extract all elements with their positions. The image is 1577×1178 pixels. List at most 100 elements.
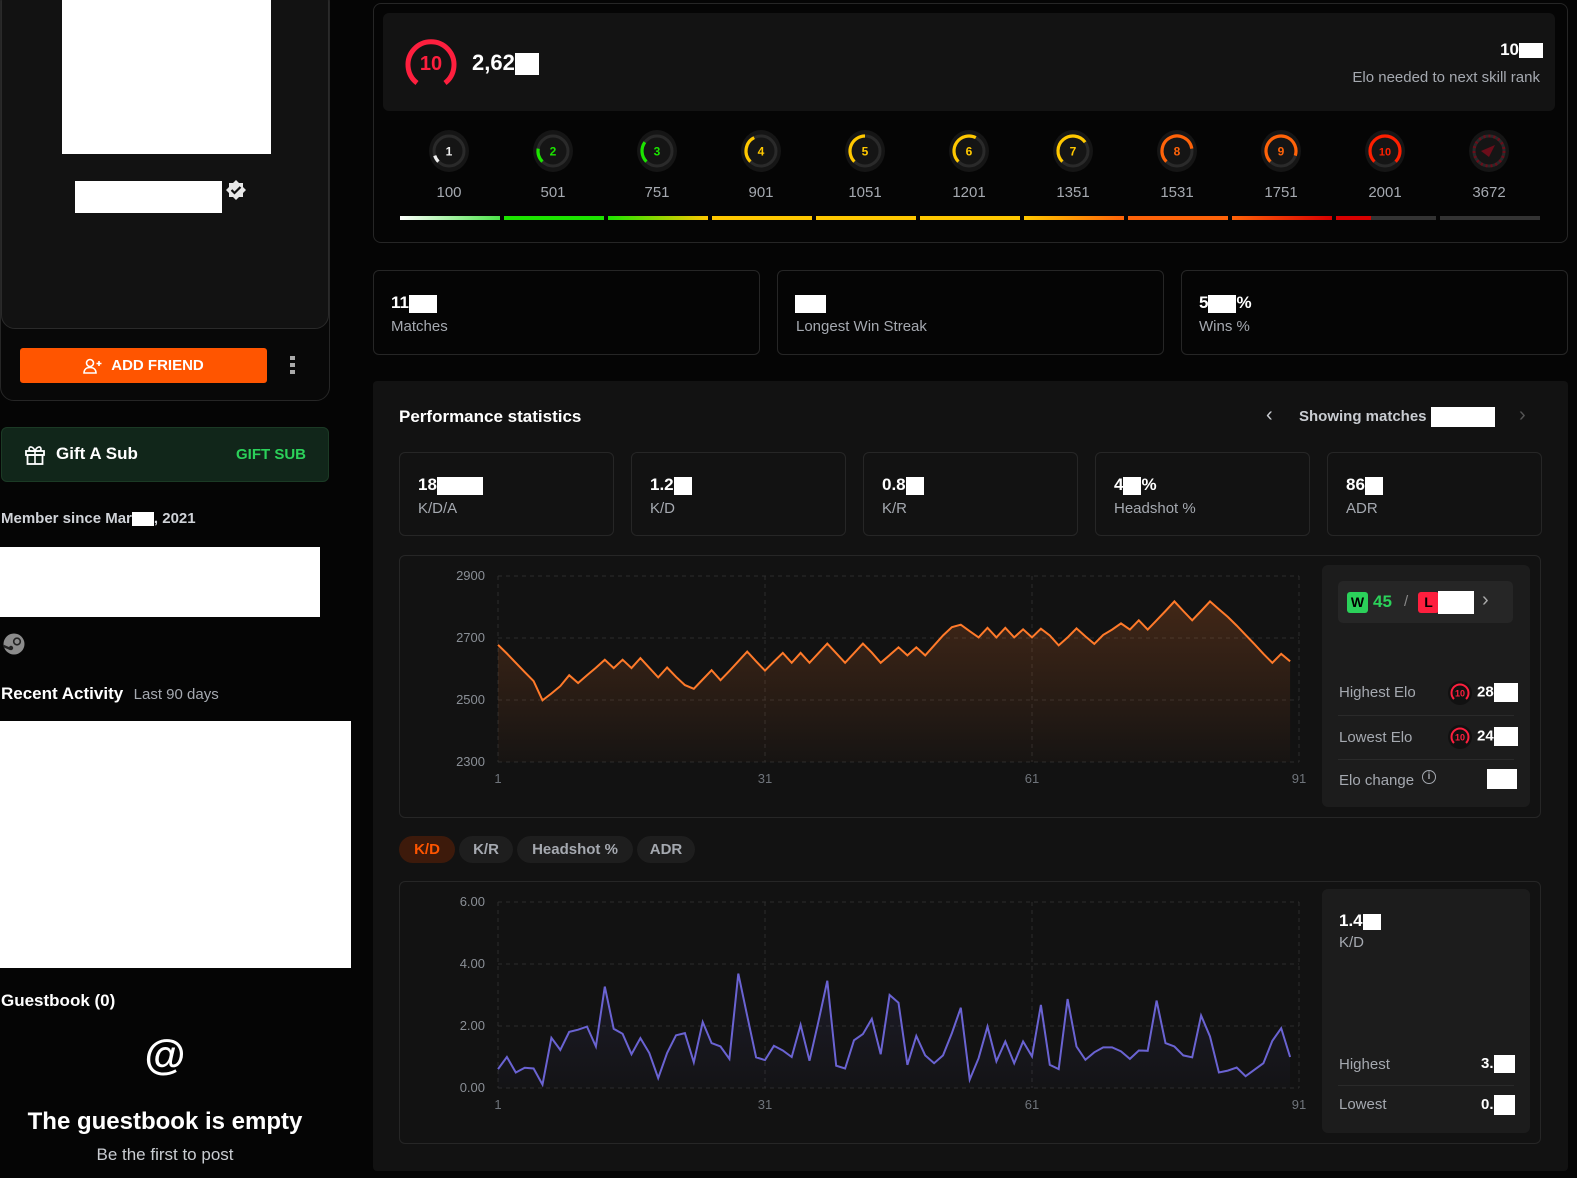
performance-stat-card: 18 K/D/A — [399, 452, 614, 536]
tab-k-d[interactable]: K/D — [399, 836, 455, 863]
info-icon[interactable]: i — [1422, 770, 1436, 784]
svg-text:2: 2 — [550, 145, 557, 159]
steam-icon[interactable] — [3, 633, 25, 655]
next-matches-button[interactable]: › — [1519, 404, 1526, 426]
wins-badge: W — [1347, 592, 1368, 613]
x-tick-label: 61 — [1025, 771, 1039, 786]
win-loss-separator: / — [1404, 593, 1409, 610]
rank-progress-segment — [1128, 216, 1228, 220]
performance-stat-card: 86 ADR — [1327, 452, 1542, 536]
lowest-elo-label: Lowest Elo — [1339, 729, 1413, 746]
svg-text:3: 3 — [654, 145, 661, 159]
divider — [1338, 715, 1514, 716]
svg-text:1: 1 — [446, 145, 453, 159]
rank-progress-segment — [504, 216, 604, 220]
rank-progress-segment — [712, 216, 812, 220]
rank-progress-segment — [1024, 216, 1124, 220]
loss-count — [1438, 591, 1474, 614]
tab-headshot-[interactable]: Headshot % — [517, 836, 633, 863]
elo-to-next-label: Elo needed to next skill rank — [1352, 69, 1540, 86]
level-10-icon: 10 — [1365, 130, 1405, 172]
summary-label: Matches — [391, 318, 448, 335]
level-2-icon: 2 — [533, 130, 573, 172]
win-loss-button[interactable]: W 45 / L › — [1338, 581, 1513, 623]
stat-value: 18 — [418, 475, 437, 494]
gift-sub-panel: Gift A Sub GIFT SUB — [1, 427, 329, 482]
guestbook-empty-cta: Be the first to post — [96, 1145, 234, 1164]
level-3-icon: 3 — [637, 130, 677, 172]
x-tick-label: 61 — [1025, 1097, 1039, 1112]
member-since: Member since Mar, 2021 — [1, 510, 196, 527]
performance-stat-card: 0.8 K/R — [863, 452, 1078, 536]
avatar — [62, 0, 271, 154]
stat-suffix: % — [1141, 475, 1157, 494]
tab-adr[interactable]: ADR — [637, 836, 695, 863]
kd-chart-box — [399, 881, 1541, 1144]
elo-chart: 2900 2700 2500 2300 1 31 61 91 — [456, 568, 1306, 786]
level-7-icon: 7 — [1053, 130, 1093, 172]
level-1-icon: 1 — [429, 130, 469, 172]
series-area — [498, 601, 1291, 762]
kd-highest-value: 3. — [1481, 1055, 1515, 1074]
kd-chart: 6.00 4.00 2.00 0.00 1 31 61 91 — [460, 894, 1307, 1112]
svg-text:5: 5 — [862, 145, 869, 159]
y-tick-label: 4.00 — [460, 956, 485, 971]
level-5-icon: 5 — [845, 130, 885, 172]
series-line — [497, 599, 1291, 702]
more-options-icon[interactable] — [290, 356, 296, 374]
verified-badge-icon — [226, 180, 246, 200]
summary-card: Longest Win Streak — [777, 270, 1164, 355]
loss-badge: L — [1418, 592, 1439, 613]
y-tick-label: 6.00 — [460, 894, 485, 909]
level-elo-threshold: 1531 — [1160, 184, 1194, 201]
level-elo-threshold: 1201 — [952, 184, 986, 201]
x-tick-label: 91 — [1292, 771, 1306, 786]
rank-progress-segment — [1336, 216, 1436, 220]
x-tick-label: 1 — [494, 1097, 501, 1112]
gift-sub-title: Gift A Sub — [56, 444, 138, 463]
summary-value: 5 — [1199, 293, 1209, 312]
recent-activity-range: Last 90 days — [133, 686, 219, 703]
svg-text:10: 10 — [420, 53, 442, 75]
add-friend-label: ADD FRIEND — [111, 357, 204, 374]
showing-matches: Showing matches — [1299, 407, 1495, 427]
gift-icon — [25, 446, 45, 465]
stat-label: K/D/A — [418, 500, 458, 517]
level-elo-threshold: 2001 — [1368, 184, 1402, 201]
gift-sub-button[interactable]: GIFT SUB — [236, 446, 306, 463]
level-4-icon: 4 — [741, 130, 781, 172]
summary-suffix: % — [1236, 293, 1252, 312]
stat-label: ADR — [1346, 500, 1378, 517]
stat-value: 4 — [1114, 475, 1124, 494]
level-6-icon: 6 — [949, 130, 989, 172]
elo-chart-box — [399, 555, 1541, 818]
highest-elo-value: 28 — [1477, 683, 1518, 702]
x-tick-label: 31 — [758, 1097, 772, 1112]
prev-matches-button[interactable]: ‹ — [1266, 404, 1273, 426]
x-tick-label: 1 — [494, 771, 501, 786]
rank-progress-segment — [608, 216, 708, 220]
elo-side-panel: W 45 / L › Highest Elo 10 28 Lowest Elo … — [1322, 565, 1530, 807]
summary-value: 11 — [391, 293, 409, 312]
level-9-icon: 9 — [1261, 130, 1301, 172]
svg-text:10: 10 — [1455, 689, 1465, 699]
current-elo: 2,62 — [472, 50, 539, 76]
svg-text:7: 7 — [1070, 145, 1077, 159]
rank-progress-segment — [400, 216, 500, 220]
level-elo-threshold: 901 — [748, 184, 774, 201]
tab-k-r[interactable]: K/R — [459, 836, 513, 863]
stat-label: Headshot % — [1114, 500, 1196, 517]
level-challenger-icon — [1469, 130, 1509, 172]
elo-to-next: 10 — [1500, 40, 1543, 60]
level-10-icon: 10 — [1448, 725, 1472, 754]
svg-text:10: 10 — [1455, 733, 1465, 743]
kd-lowest-value: 0. — [1481, 1095, 1515, 1115]
summary-card: 11 Matches — [373, 270, 760, 355]
svg-text:4: 4 — [758, 145, 765, 159]
performance-stat-card: 4% Headshot % — [1095, 452, 1310, 536]
level-elo-threshold: 1051 — [848, 184, 882, 201]
rank-progress-segment — [1232, 216, 1332, 220]
username — [75, 181, 222, 213]
add-friend-button[interactable]: ADD FRIEND — [20, 348, 267, 383]
summary-label: Wins % — [1199, 318, 1250, 335]
